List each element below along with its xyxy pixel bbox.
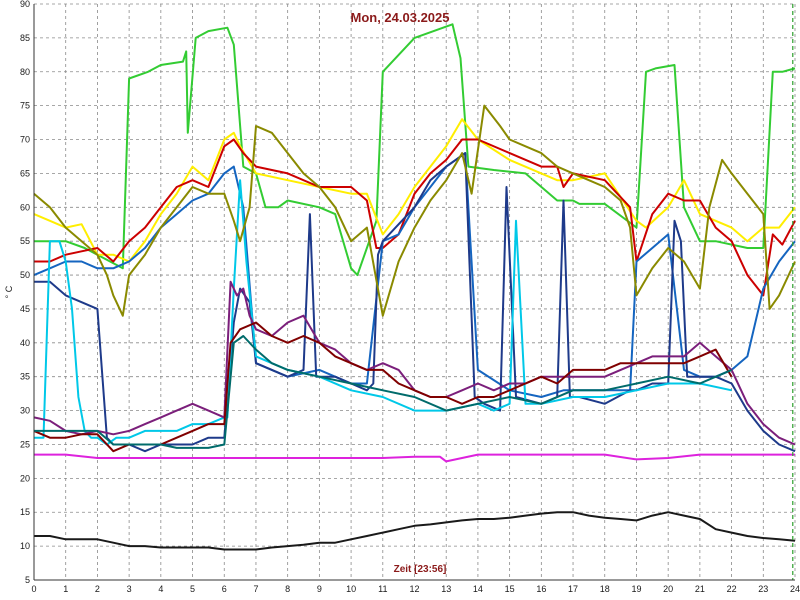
y-tick-35: 35 — [20, 372, 30, 382]
y-tick-10: 10 — [20, 541, 30, 551]
series-line-6 — [34, 179, 732, 446]
y-tick-70: 70 — [20, 135, 30, 145]
x-tick-24: 24 — [790, 584, 800, 594]
series-line-1 — [34, 23, 796, 277]
x-tick-23: 23 — [758, 584, 768, 594]
x-tick-21: 21 — [695, 584, 705, 594]
x-tick-1: 1 — [63, 584, 68, 594]
y-tick-90: 90 — [20, 0, 30, 9]
y-axis-label: ° C — [4, 285, 14, 298]
x-axis-label: Zeit [23:56] — [394, 564, 447, 575]
x-tick-16: 16 — [536, 584, 546, 594]
x-tick-14: 14 — [473, 584, 483, 594]
y-tick-25: 25 — [20, 439, 30, 449]
x-tick-22: 22 — [727, 584, 737, 594]
series-line-11 — [34, 453, 795, 463]
x-tick-11: 11 — [378, 584, 387, 594]
y-tick-65: 65 — [20, 168, 30, 178]
x-tick-18: 18 — [600, 584, 610, 594]
x-tick-2: 2 — [95, 584, 100, 594]
y-tick-labels: 5 10 15 20 25 30 35 40 45 50 55 60 65 70 75 80 85 90 — [20, 0, 30, 585]
series-line-7 — [33, 280, 796, 446]
y-tick-85: 85 — [20, 33, 30, 43]
x-tick-0: 0 — [31, 584, 36, 594]
y-tick-55: 55 — [20, 236, 30, 246]
series-line-10 — [33, 104, 796, 317]
x-tick-3: 3 — [127, 584, 132, 594]
x-tick-19: 19 — [631, 584, 641, 594]
x-tick-labels: 0 1 2 3 4 5 6 7 8 9 10 11 12 13 14 15 16 17 18 19 20 21 22 23 24 — [31, 584, 800, 594]
x-tick-15: 15 — [505, 584, 515, 594]
y-tick-30: 30 — [20, 406, 30, 416]
chart-title: Mon, 24.03.2025 — [351, 10, 450, 25]
x-tick-10: 10 — [346, 584, 356, 594]
y-tick-60: 60 — [20, 202, 30, 212]
y-tick-80: 80 — [20, 67, 30, 77]
y-tick-75: 75 — [20, 101, 30, 111]
x-tick-13: 13 — [441, 584, 451, 594]
y-tick-15: 15 — [20, 507, 30, 517]
x-tick-17: 17 — [568, 584, 578, 594]
series-line-3 — [34, 138, 796, 297]
grid-lines — [33, 3, 796, 581]
x-tick-20: 20 — [663, 584, 673, 594]
series-lines — [33, 23, 796, 551]
x-tick-9: 9 — [317, 584, 322, 594]
series-line-5 — [34, 152, 796, 453]
y-tick-5: 5 — [25, 575, 30, 585]
y-tick-20: 20 — [20, 473, 30, 483]
x-tick-8: 8 — [285, 584, 290, 594]
series-line-9 — [34, 335, 732, 449]
x-tick-4: 4 — [158, 584, 163, 594]
x-tick-12: 12 — [409, 584, 419, 594]
y-tick-45: 45 — [20, 304, 30, 314]
y-tick-40: 40 — [20, 338, 30, 348]
x-tick-7: 7 — [253, 584, 258, 594]
series-line-12 — [34, 511, 796, 551]
x-tick-6: 6 — [222, 584, 227, 594]
y-tick-50: 50 — [20, 270, 30, 280]
series-line-2 — [33, 118, 796, 263]
x-tick-5: 5 — [190, 584, 195, 594]
